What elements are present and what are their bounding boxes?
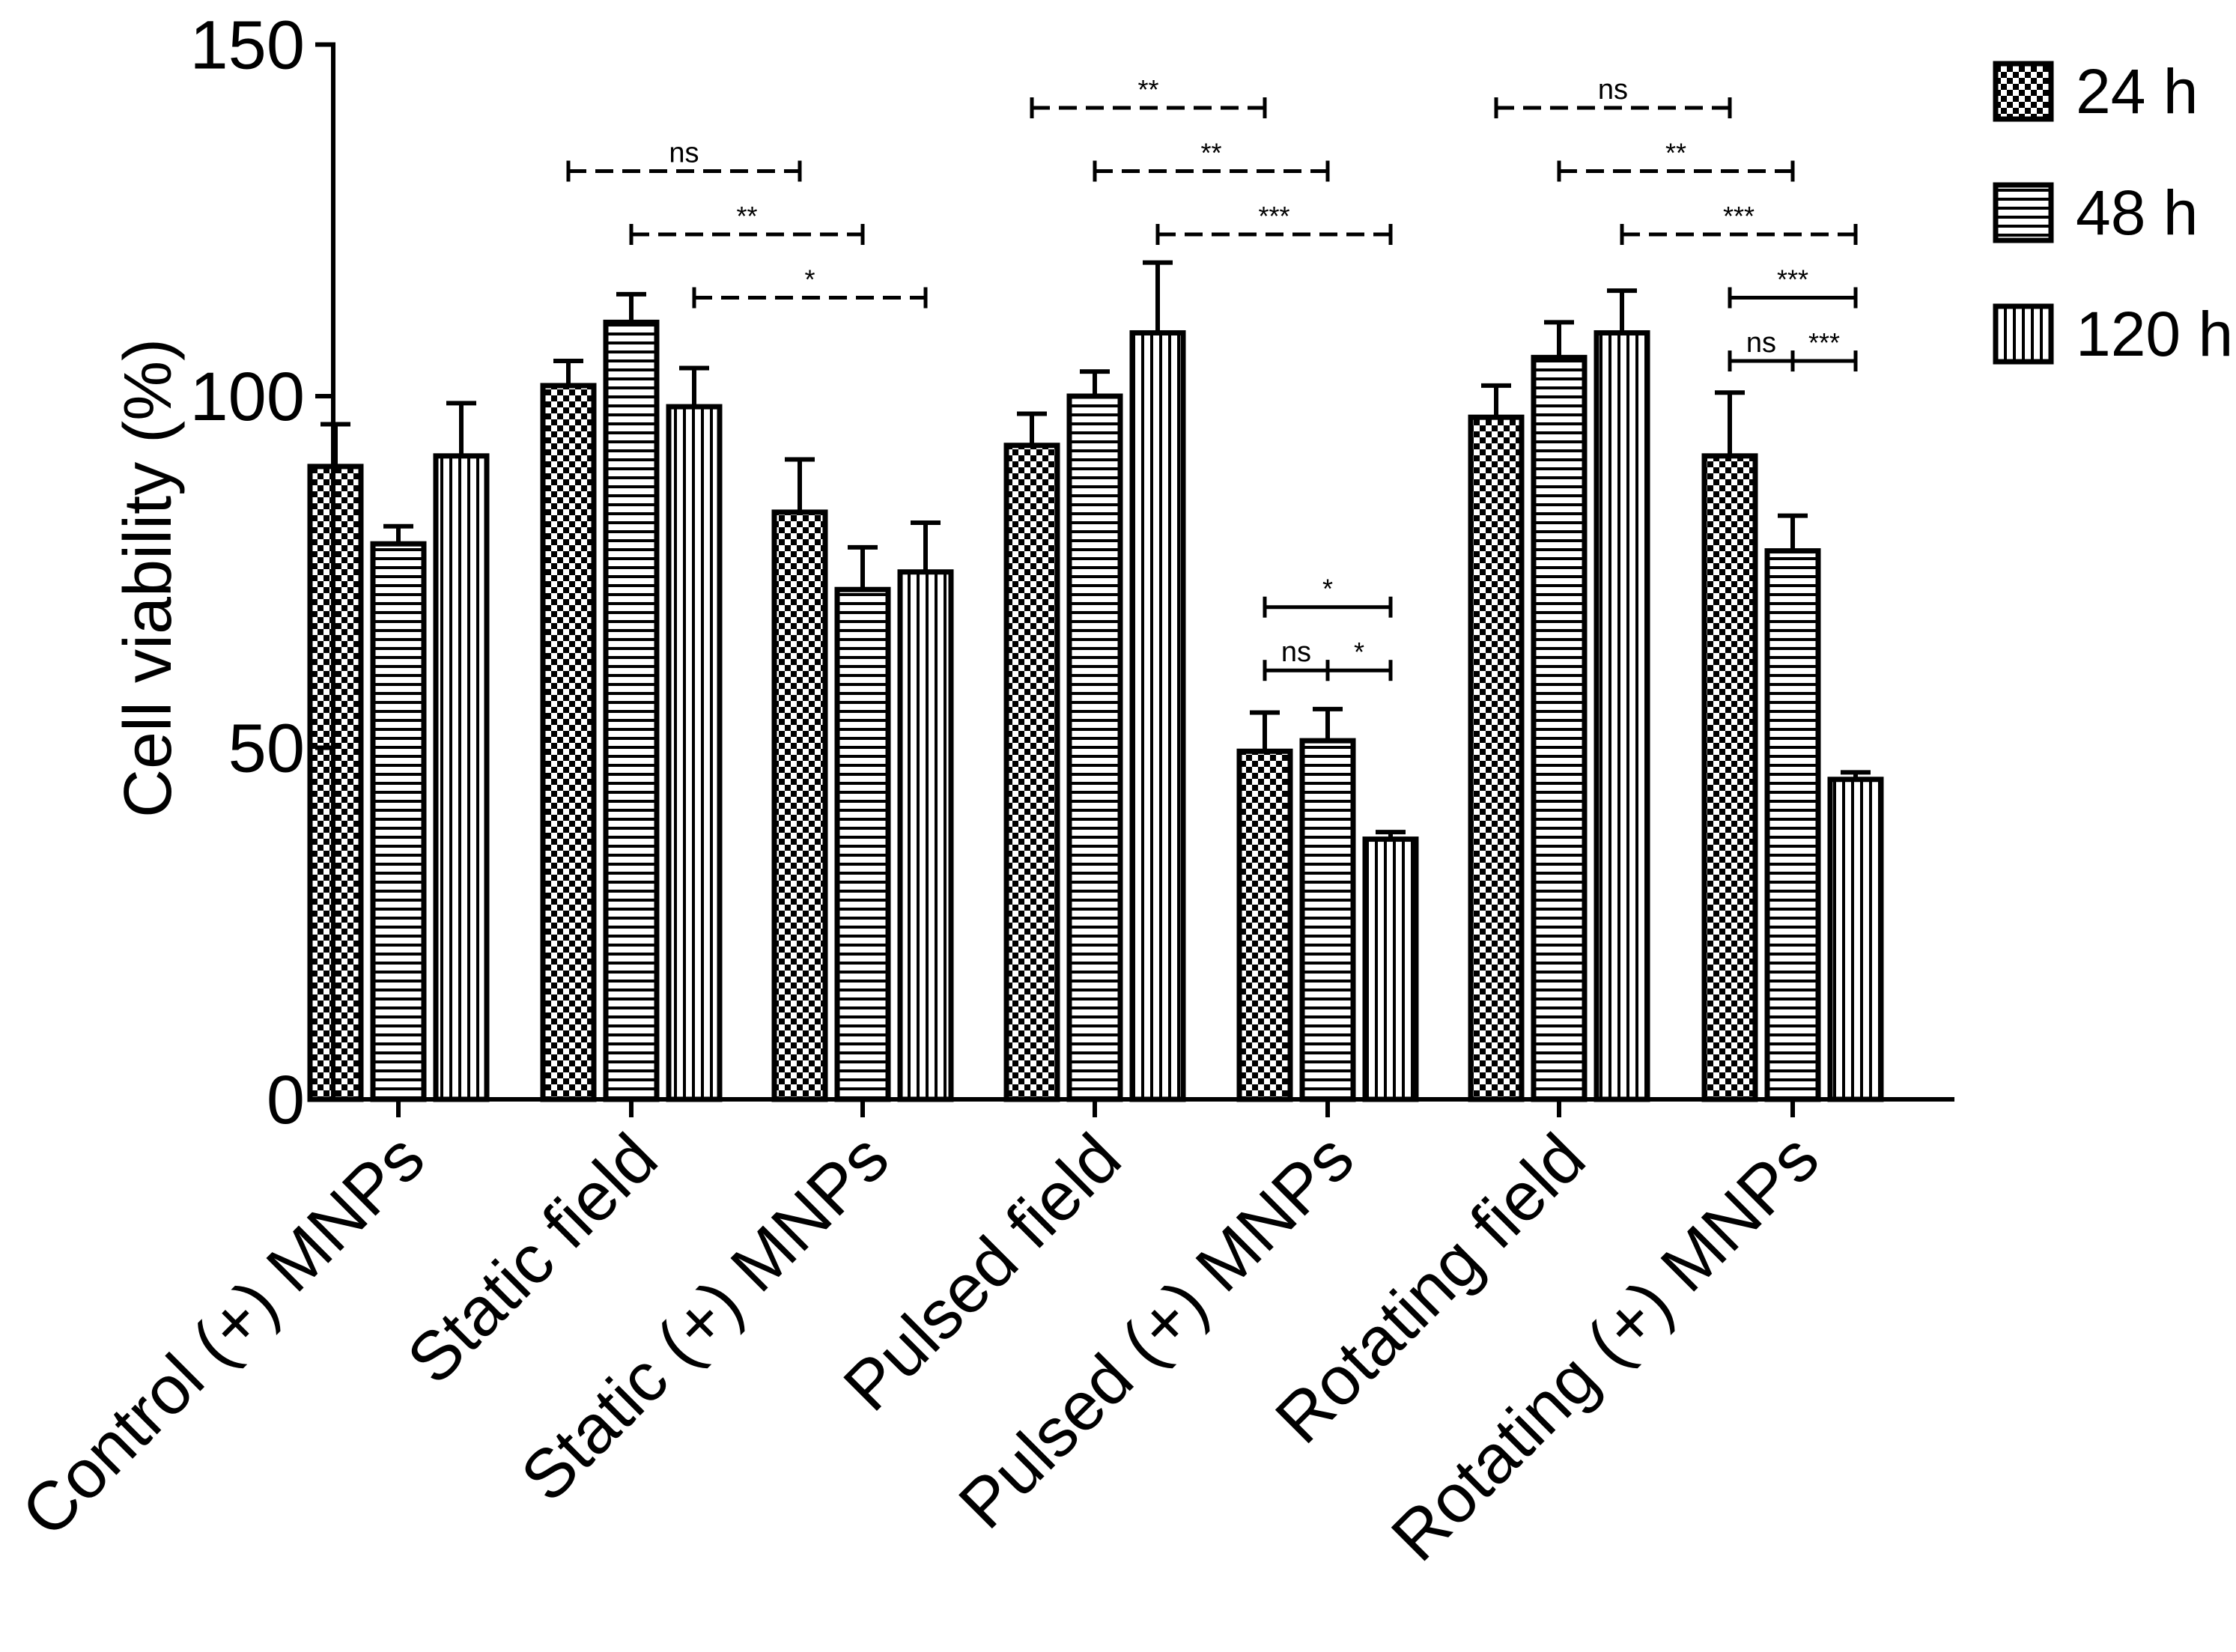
significance-annotations: ns***********ns *ns********ns *** — [566, 74, 1858, 681]
bar — [433, 453, 490, 1102]
bar — [834, 586, 891, 1102]
y-axis-title: Cell viability (%) — [111, 338, 186, 818]
x-tick-label: Control (+) MNPs — [7, 1120, 439, 1551]
significance-label: ns — [1598, 74, 1628, 106]
x-tick-label: Pulsed (+) MNPs — [945, 1120, 1369, 1543]
bar — [603, 319, 660, 1102]
bar — [1236, 748, 1293, 1102]
bar — [666, 404, 723, 1102]
significance-label: ns — [1281, 637, 1311, 668]
significance-label: ns — [1746, 327, 1776, 359]
bar — [897, 569, 954, 1102]
bar — [1066, 393, 1123, 1102]
y-tick-label: 0 — [267, 1062, 305, 1138]
legend-label: 24 h — [2076, 56, 2199, 127]
bar — [1594, 330, 1650, 1102]
bar — [1531, 354, 1588, 1102]
bar — [370, 541, 427, 1102]
significance-label: ns — [669, 138, 699, 169]
bar — [540, 383, 597, 1102]
legend-swatch — [1993, 182, 2054, 243]
y-tick-label: 150 — [190, 7, 306, 84]
significance-label: ** — [1137, 74, 1158, 105]
significance-label: ** — [736, 201, 757, 231]
legend: 24 h 48 h 120 h — [1993, 56, 2233, 369]
bar — [1129, 330, 1186, 1102]
y-tick-label: 50 — [228, 711, 305, 787]
significance-label: ** — [1200, 138, 1221, 168]
bar — [1362, 836, 1419, 1102]
bar — [771, 509, 828, 1102]
significance-label: * — [804, 264, 815, 295]
legend-swatch — [1993, 61, 2054, 122]
legend-label: 120 h — [2076, 299, 2233, 369]
bars — [307, 260, 1884, 1102]
legend-swatch — [1993, 303, 2054, 365]
bar — [1468, 414, 1525, 1102]
significance-label: *** — [1258, 201, 1289, 231]
bar — [1003, 443, 1060, 1102]
y-tick-label: 100 — [190, 359, 306, 435]
significance-label: * — [1354, 637, 1364, 667]
significance-label: * — [1322, 574, 1333, 604]
legend-label: 48 h — [2076, 177, 2199, 248]
significance-label: *** — [1723, 201, 1755, 231]
bar — [1827, 777, 1884, 1102]
bar — [1764, 548, 1821, 1102]
axes: 0 50 100 150 Cell viability (%) Control (+) M… — [7, 7, 1954, 1576]
bar — [1299, 738, 1356, 1102]
bar — [1701, 453, 1758, 1102]
significance-label: *** — [1808, 327, 1840, 358]
significance-label: ** — [1665, 138, 1686, 168]
x-tick-label: Rotating (+) MNPs — [1377, 1120, 1833, 1576]
significance-label: *** — [1777, 264, 1808, 295]
